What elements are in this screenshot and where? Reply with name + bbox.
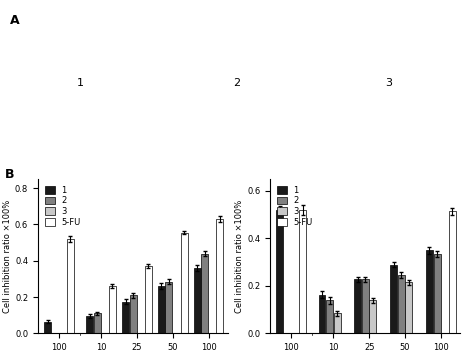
Text: 1: 1: [77, 78, 84, 88]
Bar: [319, 295, 326, 333]
Bar: [334, 313, 341, 333]
Y-axis label: Cell inhibition ratio ×100%: Cell inhibition ratio ×100%: [3, 200, 12, 313]
Bar: [276, 210, 283, 333]
Bar: [434, 254, 440, 333]
Bar: [362, 279, 369, 333]
Bar: [122, 302, 129, 333]
Bar: [194, 268, 201, 333]
Bar: [217, 219, 223, 333]
Text: A: A: [9, 14, 19, 27]
Bar: [426, 250, 433, 333]
Bar: [165, 282, 173, 333]
Bar: [94, 313, 101, 333]
Bar: [370, 300, 376, 333]
Bar: [326, 300, 333, 333]
Bar: [67, 239, 74, 333]
Bar: [145, 266, 152, 333]
Bar: [109, 286, 116, 333]
Bar: [355, 279, 361, 333]
Bar: [398, 275, 405, 333]
Y-axis label: Cell inhibition ratio ×100%: Cell inhibition ratio ×100%: [236, 200, 245, 313]
Bar: [299, 210, 306, 333]
Bar: [201, 253, 208, 333]
Bar: [405, 282, 412, 333]
Bar: [181, 233, 188, 333]
Text: B: B: [5, 168, 14, 181]
Bar: [86, 316, 93, 333]
Bar: [44, 322, 51, 333]
Text: 2: 2: [233, 78, 241, 88]
Bar: [130, 295, 137, 333]
Bar: [449, 211, 456, 333]
Bar: [390, 265, 397, 333]
Legend: 1, 2, 3, 5-FU: 1, 2, 3, 5-FU: [274, 183, 315, 229]
Text: 3: 3: [385, 78, 392, 88]
Bar: [158, 286, 165, 333]
Legend: 1, 2, 3, 5-FU: 1, 2, 3, 5-FU: [42, 183, 83, 229]
